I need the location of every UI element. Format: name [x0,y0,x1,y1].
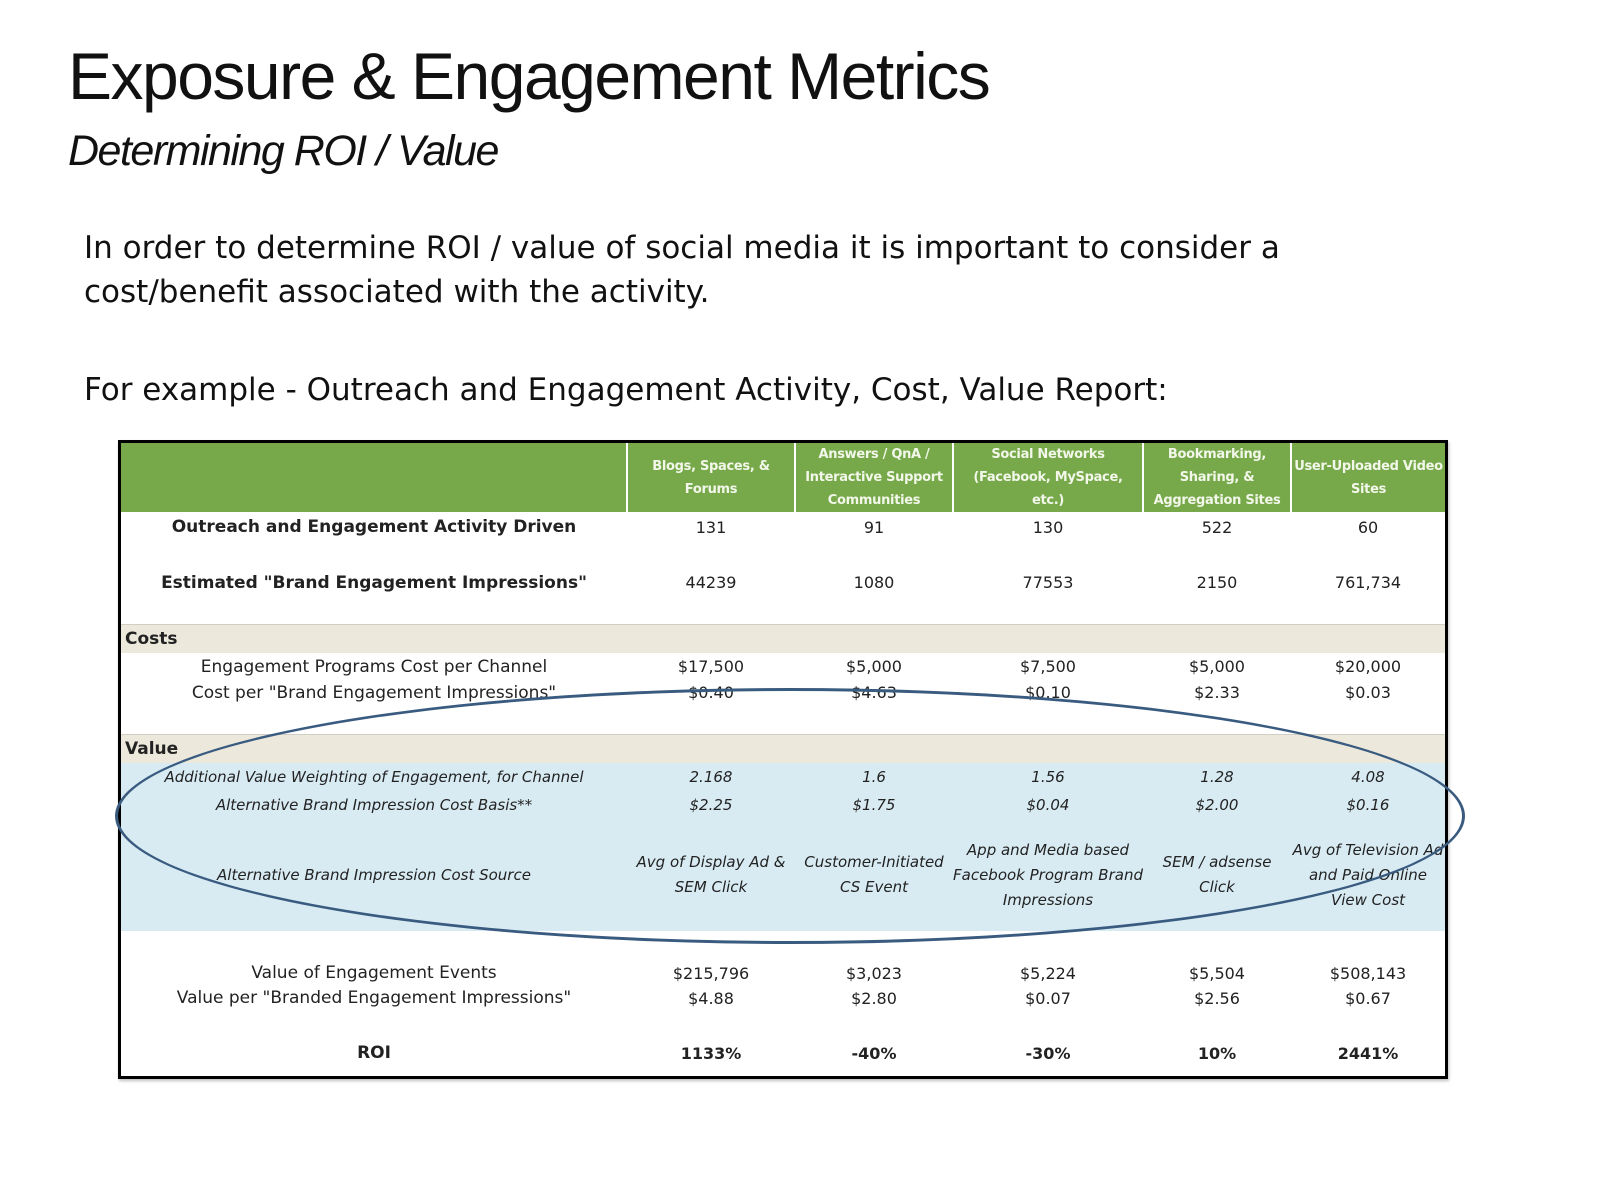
table-cell: $4.88 [688,988,734,1008]
table-cell: $2.33 [1194,682,1240,702]
section-row-costs: Costs [121,623,1445,653]
channel-header: Answers / QnA / Interactive Support Comm… [794,443,953,512]
table-cell: 44239 [685,573,737,593]
intro-paragraph: In order to determine ROI / value of soc… [84,230,1280,310]
table-cell: $5,000 [1189,657,1245,676]
table-row-activity: Outreach and Engagement Activity Driven … [121,512,1445,542]
header-blank-cell [121,443,627,512]
table-cell: $20,000 [1334,657,1402,676]
table-cell: $0.03 [1345,682,1391,702]
channel-header-row: Blogs, Spaces, & Forums Answers / QnA / … [121,443,1445,512]
table-row-cost-per-impression: Cost per "Brand Engagement Impressions" … [121,681,1445,735]
table-cell: 2441% [1337,1043,1399,1063]
channel-header: Blogs, Spaces, & Forums [626,443,795,512]
slide-subtitle: Determining ROI / Value [68,127,499,175]
channel-header: Social Networks (Facebook, MySpace, etc.… [952,443,1143,512]
table-cell: 130 [1032,517,1064,537]
table-cell: $5,504 [1189,964,1245,983]
table-cell: 91 [863,517,885,537]
section-row-value: Value [121,734,1445,763]
table-row-value-per-impression: Value per "Branded Engagement Impression… [121,983,1445,1013]
channel-header: Bookmarking, Sharing, & Aggregation Site… [1142,443,1291,512]
row-label: Cost per "Brand Engagement Impressions" [191,682,557,703]
table-cell: 1.28 [1143,763,1291,791]
table-cell: 2.168 [627,763,795,791]
row-label: Alternative Brand Impression Cost Basis*… [121,791,627,819]
table-cell: 1.6 [795,763,953,791]
channel-header: User-Uploaded Video Sites [1290,443,1445,512]
row-label: ROI [357,1043,391,1063]
row-label: Additional Value Weighting of Engagement… [121,763,627,791]
table-row-alt-cost-basis: Alternative Brand Impression Cost Basis*… [121,791,1445,819]
table-cell: 77553 [1022,573,1074,593]
table-cell: 761,734 [1334,573,1402,593]
report-table: Blogs, Spaces, & Forums Answers / QnA / … [121,443,1445,1076]
table-cell: $5,224 [1020,964,1076,983]
row-label: Alternative Brand Impression Cost Source [121,819,627,931]
table-row-roi: ROI 1133% -40% -30% 10% 2441% [121,1013,1445,1076]
row-label: Estimated "Brand Engagement Impressions" [161,572,587,593]
row-label: Value of Engagement Events [251,963,497,983]
table-cell: $2.80 [851,988,897,1008]
table-cell: $1.75 [795,791,953,819]
section-label: Costs [121,623,1445,653]
table-cell: -40% [851,1043,897,1063]
table-cell: $3,023 [846,964,902,983]
table-cell: 522 [1201,517,1233,537]
table-row-alt-cost-source: Alternative Brand Impression Cost Source… [121,819,1445,931]
row-label: Value per "Branded Engagement Impression… [176,988,572,1008]
table-cell: $0.40 [688,682,734,702]
table-cell: Customer-Initiated CS Event [795,819,953,931]
table-cell: -30% [1025,1043,1071,1063]
table-cell: 131 [695,517,727,537]
table-row-value-events: Value of Engagement Events $215,796 $3,0… [121,931,1445,983]
table-cell: 10% [1197,1043,1237,1063]
table-cell: 60 [1357,517,1379,537]
table-cell: $17,500 [677,657,745,676]
table-row-weighting: Additional Value Weighting of Engagement… [121,763,1445,791]
table-cell: $0.10 [1025,682,1071,702]
table-cell: SEM / adsense Click [1143,819,1291,931]
table-row-impressions: Estimated "Brand Engagement Impressions"… [121,542,1445,624]
table-cell: $0.07 [1025,988,1071,1008]
table-cell: 4.08 [1291,763,1445,791]
table-cell: $2.00 [1143,791,1291,819]
slide-title: Exposure & Engagement Metrics [68,39,991,113]
table-cell: $215,796 [672,964,750,983]
table-cell: $0.16 [1291,791,1445,819]
table-cell: $4.63 [851,682,897,702]
table-cell: $0.04 [953,791,1143,819]
row-label: Outreach and Engagement Activity Driven [171,517,577,537]
table-cell: $0.67 [1345,988,1391,1008]
table-cell: App and Media based Facebook Program Bra… [953,819,1143,931]
report-table-frame: Blogs, Spaces, & Forums Answers / QnA / … [118,440,1448,1079]
table-cell: 1.56 [953,763,1143,791]
table-cell: 1080 [853,573,895,593]
table-cell: $2.25 [627,791,795,819]
table-cell: 1133% [680,1043,742,1063]
table-cell: $7,500 [1020,657,1076,676]
row-label: Engagement Programs Cost per Channel [200,656,548,677]
table-row-program-cost: Engagement Programs Cost per Channel $17… [121,653,1445,681]
example-caption: For example - Outreach and Engagement Ac… [84,372,1168,408]
section-label: Value [121,734,1445,763]
table-cell: Avg of Display Ad & SEM Click [627,819,795,931]
table-cell: Avg of Television Ad and Paid Online Vie… [1291,819,1445,931]
table-cell: $2.56 [1194,988,1240,1008]
table-cell: $5,000 [846,657,902,676]
table-cell: 2150 [1196,573,1238,593]
table-cell: $508,143 [1329,964,1407,983]
